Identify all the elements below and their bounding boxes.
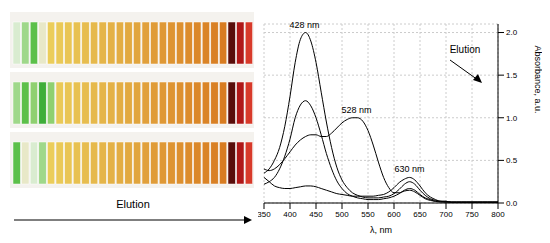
svg-text:528 nm: 528 nm xyxy=(342,105,372,115)
svg-text:700: 700 xyxy=(439,210,453,219)
svg-text:Elution: Elution xyxy=(450,44,481,55)
svg-text:2.0: 2.0 xyxy=(506,28,518,37)
svg-text:500: 500 xyxy=(335,210,349,219)
svg-text:0.0: 0.0 xyxy=(506,199,518,208)
svg-text:0.5: 0.5 xyxy=(506,156,518,165)
svg-text:400: 400 xyxy=(283,210,297,219)
svg-text:350: 350 xyxy=(258,210,271,219)
svg-text:800: 800 xyxy=(491,210,505,219)
svg-text:750: 750 xyxy=(465,210,479,219)
svg-text:630 nm: 630 nm xyxy=(395,164,425,174)
svg-text:650: 650 xyxy=(413,210,427,219)
svg-text:600: 600 xyxy=(387,210,401,219)
svg-text:428 nm: 428 nm xyxy=(290,20,320,30)
svg-text:1.5: 1.5 xyxy=(506,71,518,80)
svg-text:1.0: 1.0 xyxy=(506,114,518,123)
svg-text:450: 450 xyxy=(309,210,323,219)
svg-text:Elution: Elution xyxy=(116,198,150,210)
svg-text:Absorbance, a.u.: Absorbance, a.u. xyxy=(533,45,542,113)
svg-text:550: 550 xyxy=(361,210,375,219)
svg-text:λ, nm: λ, nm xyxy=(370,225,392,235)
